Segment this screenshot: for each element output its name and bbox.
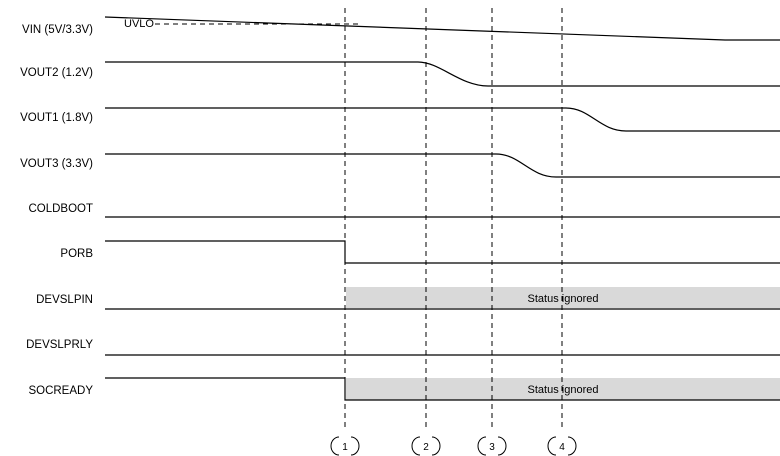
marker-1: 1 <box>330 436 360 456</box>
vout2-waveform <box>105 61 780 87</box>
signal-label-vin: VIN (5V/3.3V) <box>22 24 93 36</box>
uvlo-label: UVLO <box>124 18 154 30</box>
marker-1-label: 1 <box>342 442 348 453</box>
socready-ignored-region <box>346 378 780 400</box>
marker-4-label: 4 <box>559 442 565 453</box>
signal-label-vout1: VOUT1 (1.8V) <box>20 112 93 124</box>
marker-2: 2 <box>411 436 441 456</box>
socready-status-ignored: Status ignored <box>528 384 599 396</box>
vout3-waveform <box>105 153 780 178</box>
signal-label-devslprly: DEVSLPRLY <box>26 339 93 351</box>
signal-label-vout2: VOUT2 (1.2V) <box>20 67 93 79</box>
signal-label-socready: SOCREADY <box>28 385 93 397</box>
signal-label-vout3: VOUT3 (3.3V) <box>20 158 93 170</box>
signal-label-porb: PORB <box>60 248 93 260</box>
vout1-waveform <box>105 107 780 132</box>
devslpin-ignored-region <box>346 287 780 308</box>
signal-label-devslpin: DEVSLPIN <box>36 294 93 306</box>
marker-2-label: 2 <box>423 442 429 453</box>
porb-waveform <box>105 240 780 264</box>
marker-3: 3 <box>477 436 507 456</box>
signal-label-coldboot: COLDBOOT <box>28 203 93 215</box>
marker-3-label: 3 <box>489 442 495 453</box>
devslpin-status-ignored: Status ignored <box>528 293 599 305</box>
vin-waveform <box>104 16 780 41</box>
marker-4: 4 <box>547 436 577 456</box>
